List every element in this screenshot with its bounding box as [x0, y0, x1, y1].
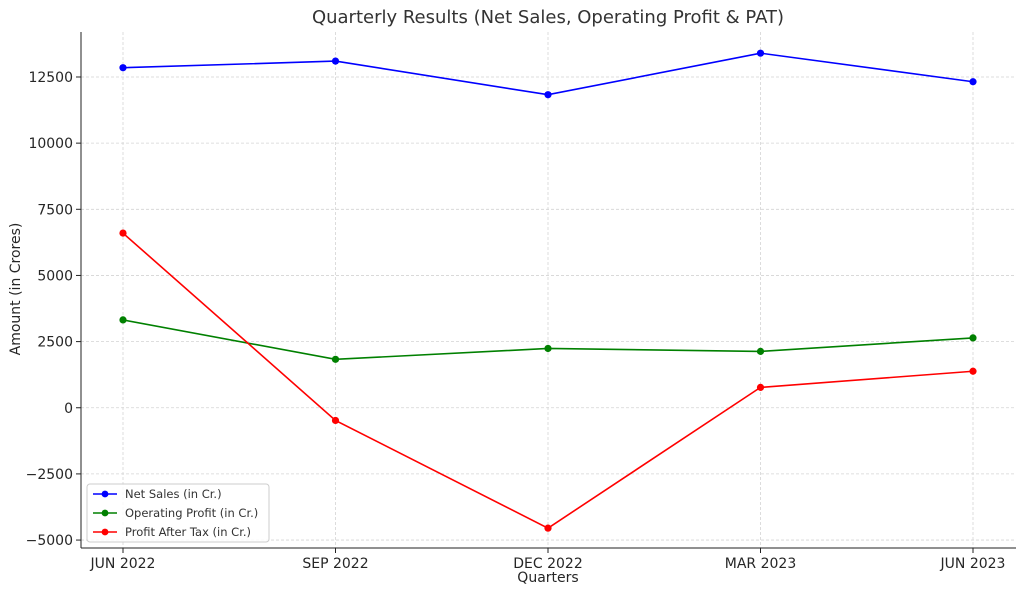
y-tick-label: 7500	[37, 202, 73, 218]
series-layer	[119, 49, 977, 532]
x-axis-label: Quarters	[517, 570, 578, 586]
y-tick-label: −5000	[26, 533, 73, 549]
data-point	[756, 347, 765, 355]
y-tick-label: 2500	[37, 335, 73, 351]
y-tick-label: 12500	[28, 70, 73, 86]
x-tick-label: MAR 2023	[725, 556, 796, 572]
legend-item: Profit After Tax (in Cr.)	[93, 525, 251, 539]
legend-item: Net Sales (in Cr.)	[93, 487, 222, 501]
x-tick-label: JUN 2023	[940, 556, 1006, 572]
legend-marker	[101, 528, 109, 536]
series-1	[119, 316, 977, 363]
y-tick-label: 5000	[37, 268, 73, 284]
data-point	[119, 316, 127, 324]
data-point	[119, 64, 127, 72]
data-point	[331, 57, 340, 65]
legend-marker	[101, 509, 109, 517]
chart-title: Quarterly Results (Net Sales, Operating …	[312, 7, 784, 28]
legend-label: Profit After Tax (in Cr.)	[125, 525, 251, 539]
series-0	[119, 49, 977, 99]
grid	[81, 32, 1016, 548]
data-point	[544, 344, 552, 353]
data-point	[969, 367, 977, 375]
x-tick-label: DEC 2022	[513, 556, 582, 572]
y-tick-label: 0	[64, 401, 73, 417]
data-point	[544, 91, 552, 99]
data-point	[119, 229, 127, 237]
legend-item: Operating Profit (in Cr.)	[93, 506, 258, 520]
y-tick-label: −2500	[26, 467, 73, 483]
x-tick-label: JUN 2022	[90, 556, 156, 572]
legend-label: Net Sales (in Cr.)	[125, 487, 222, 501]
data-point	[969, 78, 977, 86]
data-point	[331, 355, 340, 363]
legend-frame	[86, 483, 270, 543]
x-tick-label: SEP 2022	[302, 556, 368, 572]
axes: −5000 −2500 0 2500 5000 7500 10000 12500 JUN 202…	[26, 32, 1016, 572]
legend-marker	[101, 490, 109, 498]
data-point	[969, 334, 977, 342]
legend: Net Sales (in Cr.) Operating Profit (in C…	[86, 483, 270, 543]
data-point	[756, 49, 765, 57]
y-tick-label: 10000	[28, 136, 73, 152]
data-point	[331, 416, 340, 425]
data-point	[756, 383, 765, 391]
data-point	[544, 524, 552, 532]
y-axis-label: Amount (in Crores)	[8, 223, 24, 356]
series-2	[119, 229, 977, 532]
legend-label: Operating Profit (in Cr.)	[125, 506, 258, 520]
